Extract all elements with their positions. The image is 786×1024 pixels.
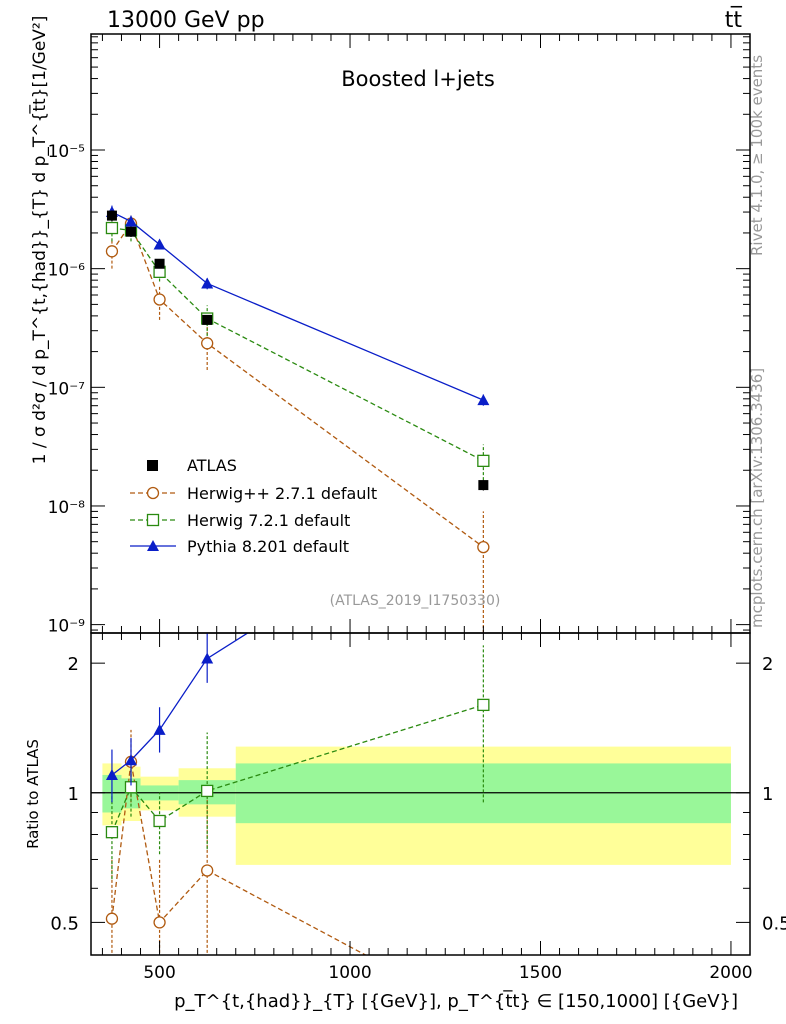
main-point-pythia-8-201-default — [124, 215, 137, 227]
main-title: Boosted l+jets — [341, 67, 495, 91]
main-point-herwig-7-2-1-default — [477, 454, 490, 468]
x-tick-label: 1500 — [519, 963, 562, 983]
main-plot-area — [105, 205, 490, 633]
main-y-tick-label: 10⁻⁵ — [48, 142, 85, 162]
legend-item-herwig7: Herwig 7.2.1 default — [130, 511, 350, 530]
ratio-y-tick-label-right: 1 — [762, 784, 773, 805]
legend-item-pythia: Pythia 8.201 default — [130, 537, 349, 556]
ratio-y-tick-label-right: 2 — [762, 654, 773, 675]
main-point-atlas — [154, 258, 165, 269]
main-line-pythia-8-201-default — [111, 211, 484, 401]
x-tick-label: 2000 — [709, 963, 752, 983]
ratio-series-herwig-2-7-1-default — [105, 729, 489, 1023]
main-series-pythia-8-201-default — [105, 205, 490, 406]
main-point-pythia-8-201-default — [477, 394, 490, 406]
ratio-panel: 500 1000 1500 2000 0.5 0.5 1 1 2 2 Ratio to ATLAS… — [24, 632, 786, 1023]
x-tick-label: 500 — [143, 963, 175, 983]
main-point-herwig-2-7-1-default — [153, 293, 166, 306]
watermark: (ATLAS_2019_I1750330) — [330, 593, 501, 609]
ratio-line-herwig-7-2-1-default — [111, 704, 484, 833]
main-y-tick-label: 10⁻⁶ — [48, 261, 86, 281]
main-point-atlas — [478, 480, 489, 491]
ratio-point-pythia-8-201-default — [124, 754, 137, 766]
legend-marker-herwigpp — [146, 486, 160, 500]
x-axis-label: p_T^{t,{had}}_{T} [{GeV}], p_T^{t̅t} ∈ [… — [174, 990, 738, 1012]
energy-label: 13000 GeV pp — [107, 8, 265, 33]
ratio-point-pythia-8-201-default — [153, 723, 166, 735]
ratio-point-herwig-2-7-1-default — [478, 1012, 489, 1023]
main-panel: 10⁻⁹ 10⁻⁸ 10⁻⁷ 10⁻⁶ 10⁻⁵ Boosted l+jets 1 / … — [28, 16, 751, 637]
main-point-atlas — [106, 210, 117, 221]
ratio-frame — [90, 632, 751, 956]
main-point-pythia-8-201-default — [201, 277, 214, 289]
main-y-tick-label: 10⁻⁷ — [48, 379, 86, 399]
ratio-point-herwig-7-2-1-default — [105, 826, 119, 839]
ratio-point-herwig-2-7-1-default — [201, 864, 214, 877]
ratio-plot-area — [91, 633, 750, 1023]
ratio-series-pythia-8-201-default — [105, 633, 249, 803]
legend-marker-herwig7 — [146, 513, 160, 527]
main-series-herwig-2-7-1-default — [105, 215, 490, 633]
main-point-herwig-2-7-1-default — [201, 337, 214, 350]
main-y-axis-label: 1 / σ d²σ / d p_T^{t,{had}}_{T} d p_T^{t… — [28, 16, 50, 465]
legend-label-pythia: Pythia 8.201 default — [187, 537, 349, 556]
x-tick-label: 1000 — [328, 963, 371, 983]
main-point-herwig-2-7-1-default — [105, 245, 119, 258]
main-y-tick-label: 10⁻⁹ — [48, 617, 86, 637]
legend-item-herwigpp: Herwig++ 2.7.1 default — [130, 484, 377, 503]
main-point-atlas — [202, 314, 213, 325]
main-point-herwig-2-7-1-default — [477, 540, 490, 554]
main-series-herwig-7-2-1-default — [105, 217, 490, 486]
ratio-point-herwig-7-2-1-default — [201, 784, 214, 798]
main-y-tick-label: 10⁻⁸ — [48, 498, 86, 518]
ratio-y-axis-label: Ratio to ATLAS — [24, 739, 42, 849]
main-series-atlas — [106, 210, 489, 491]
legend-item-atlas: ATLAS — [147, 456, 237, 475]
main-line-herwig-7-2-1-default — [111, 227, 484, 462]
legend-label-atlas: ATLAS — [187, 456, 237, 475]
legend: ATLAS Herwig++ 2.7.1 default Herwig 7.2.… — [130, 456, 377, 556]
ratio-point-pythia-8-201-default — [105, 768, 118, 780]
rivet-version-label: Rivet 4.1.0, ≥ 100k events — [748, 55, 766, 256]
ratio-axes: 500 1000 1500 2000 0.5 0.5 1 1 2 2 — [50, 633, 786, 983]
legend-label-herwigpp: Herwig++ 2.7.1 default — [187, 484, 377, 503]
mcplots-label: mcplots.cern.ch [arXiv:1306.3436] — [748, 368, 766, 628]
ratio-y-tick-label: 1 — [68, 784, 79, 805]
ratio-point-herwig-2-7-1-default — [153, 916, 166, 929]
ratio-point-pythia-8-201-default — [201, 652, 214, 664]
ratio-y-tick-label: 2 — [68, 654, 79, 675]
process-label: tt̅ — [725, 6, 743, 33]
ratio-point-herwig-7-2-1-default — [477, 698, 490, 712]
ratio-y-tick-label-right: 0.5 — [762, 913, 786, 934]
ratio-point-herwig-7-2-1-default — [153, 814, 166, 828]
legend-marker-atlas — [147, 460, 158, 471]
ratio-series-herwig-7-2-1-default — [105, 645, 490, 880]
main-axes: 10⁻⁹ 10⁻⁸ 10⁻⁷ 10⁻⁶ 10⁻⁵ — [48, 34, 751, 637]
ratio-y-tick-label: 0.5 — [50, 913, 79, 934]
main-point-pythia-8-201-default — [153, 238, 166, 250]
main-point-herwig-7-2-1-default — [105, 221, 119, 235]
main-point-atlas — [125, 226, 136, 237]
ratio-point-herwig-2-7-1-default — [105, 912, 119, 925]
legend-label-herwig7: Herwig 7.2.1 default — [187, 511, 350, 530]
legend-marker-pythia — [147, 540, 159, 551]
